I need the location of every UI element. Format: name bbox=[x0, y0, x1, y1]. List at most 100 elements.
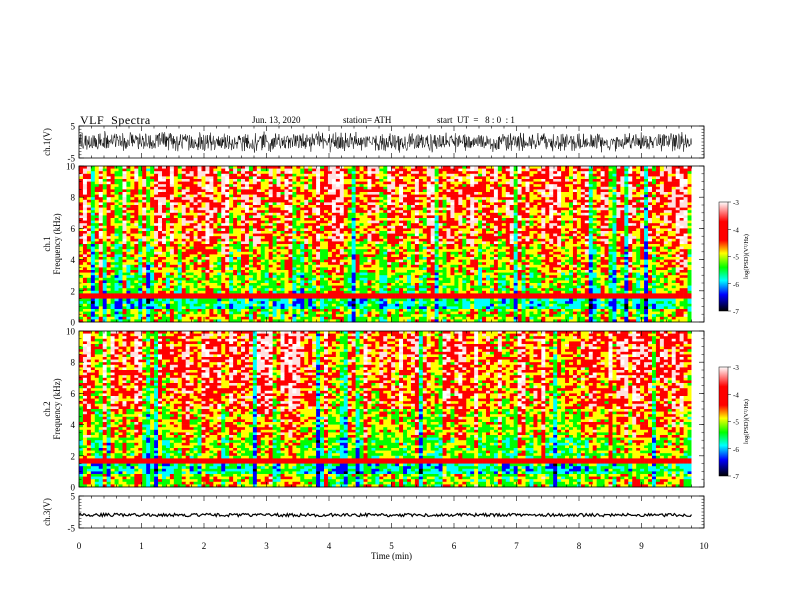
spectrogram-cell bbox=[640, 173, 645, 177]
spectrogram-cell bbox=[628, 186, 633, 190]
spectrogram-cell bbox=[470, 231, 475, 234]
spectrogram-cell bbox=[355, 189, 360, 193]
spectrogram-cell bbox=[659, 244, 665, 247]
spectrogram-cell bbox=[580, 179, 586, 182]
spectrogram-cell bbox=[489, 228, 495, 232]
spectrogram-cell bbox=[351, 212, 356, 216]
spectrogram-cell bbox=[557, 171, 562, 175]
spectrogram-cell bbox=[525, 181, 530, 185]
spectrogram-cell bbox=[165, 202, 171, 206]
spectrogram-cell bbox=[470, 225, 475, 229]
spectrogram-cell bbox=[351, 199, 356, 203]
spectrogram-cell bbox=[359, 181, 364, 185]
spectrogram-cell bbox=[671, 220, 676, 224]
spectrogram-cell bbox=[592, 176, 597, 180]
spectrogram-cell bbox=[458, 192, 463, 195]
spectrogram-cell bbox=[312, 176, 317, 180]
spectrogram-cell bbox=[359, 228, 364, 232]
spectrogram-cell bbox=[312, 212, 317, 216]
spectrogram-cell bbox=[644, 192, 649, 195]
spectrogram-cell bbox=[126, 210, 131, 214]
spectrogram-cell bbox=[86, 176, 92, 180]
spectrogram-cell bbox=[292, 176, 297, 180]
spectrogram-cell bbox=[450, 231, 455, 234]
spectrogram-cell bbox=[596, 223, 601, 227]
spectrogram-cell bbox=[391, 184, 396, 188]
spectrogram-cell bbox=[256, 223, 262, 227]
spectrogram-cell bbox=[221, 173, 226, 177]
spectrogram-cell bbox=[343, 207, 349, 211]
spectrogram-cell bbox=[181, 220, 186, 224]
spectrogram-cell bbox=[379, 215, 384, 219]
spectrogram-cell bbox=[667, 197, 673, 201]
spectrogram-cell bbox=[383, 223, 388, 227]
spectrogram-cell bbox=[292, 244, 297, 247]
spectrogram-cell bbox=[489, 189, 495, 193]
spectrogram-cell bbox=[644, 238, 649, 242]
spectrogram-cell bbox=[391, 231, 396, 234]
spectrogram-cell bbox=[663, 168, 669, 172]
spectrogram-cell bbox=[466, 228, 471, 232]
spectrogram-cell bbox=[130, 166, 135, 169]
spectrogram-cell bbox=[501, 220, 507, 224]
spectrogram-cell bbox=[489, 166, 495, 169]
spectrogram-cell bbox=[272, 225, 277, 229]
spectrogram-cell bbox=[79, 220, 84, 224]
spectrogram-cell bbox=[110, 189, 115, 193]
spectrogram-cell bbox=[557, 228, 562, 232]
spectrogram-cell bbox=[545, 223, 550, 227]
spectrogram-cell bbox=[600, 181, 605, 185]
spectrogram-cell bbox=[308, 171, 313, 175]
spectrogram-cell bbox=[209, 171, 214, 175]
spectrogram-cell bbox=[181, 210, 186, 214]
spectrogram-cell bbox=[158, 197, 163, 201]
spectrogram-cell bbox=[470, 181, 475, 185]
spectrogram-cell bbox=[545, 218, 550, 221]
spectrogram-cell bbox=[655, 186, 661, 190]
spectrogram-cell bbox=[351, 210, 356, 214]
spectrogram-cell bbox=[569, 197, 574, 201]
spectrogram-cell bbox=[478, 179, 483, 182]
spectrogram-cell bbox=[458, 166, 463, 169]
spectrogram-cell bbox=[324, 197, 329, 201]
spectrogram-cell bbox=[624, 179, 629, 182]
spectrogram-cell bbox=[138, 246, 143, 250]
spectrogram-cell bbox=[667, 186, 673, 190]
spectrogram-cell bbox=[327, 215, 333, 219]
spectrogram-cell bbox=[296, 202, 301, 206]
spectrogram-cell bbox=[387, 238, 392, 242]
spectrogram-cell bbox=[446, 199, 451, 203]
spectrogram-cell bbox=[462, 238, 467, 242]
spectrogram-cell bbox=[525, 197, 530, 201]
spectrogram-cell bbox=[525, 171, 530, 175]
spectrogram-cell bbox=[98, 244, 104, 247]
spectrogram-cell bbox=[233, 202, 238, 206]
spectrogram-cell bbox=[604, 202, 609, 206]
spectrogram-cell bbox=[442, 223, 447, 227]
spectrogram-cell bbox=[537, 176, 542, 180]
spectrogram-cell bbox=[406, 236, 412, 240]
spectrogram-cell bbox=[569, 171, 574, 175]
spectrogram-cell bbox=[640, 238, 645, 242]
spectrogram-cell bbox=[225, 207, 230, 211]
spectrogram-cell bbox=[584, 246, 590, 250]
spectrogram-cell bbox=[213, 197, 218, 201]
spectrogram-cell bbox=[644, 210, 649, 214]
spectrogram-cell bbox=[292, 225, 297, 229]
spectrogram-cell bbox=[197, 202, 202, 206]
spectrogram-cell bbox=[687, 228, 692, 232]
spectrogram-cell bbox=[671, 231, 676, 234]
spectrogram-cell bbox=[541, 168, 546, 172]
spectrogram-cell bbox=[600, 207, 605, 211]
spectrogram-cell bbox=[252, 220, 258, 224]
spectrogram-cell bbox=[557, 179, 562, 182]
spectrogram-cell bbox=[569, 246, 574, 250]
spectrogram-cell bbox=[651, 176, 657, 180]
spectrogram-cell bbox=[138, 207, 143, 211]
spectrogram-cell bbox=[359, 197, 364, 201]
spectrogram-cell bbox=[438, 233, 443, 237]
spectrogram-cell bbox=[478, 220, 483, 224]
spectrogram-cell bbox=[173, 231, 179, 234]
spectrogram-cell bbox=[233, 207, 238, 211]
spectrogram-cell bbox=[628, 223, 633, 227]
